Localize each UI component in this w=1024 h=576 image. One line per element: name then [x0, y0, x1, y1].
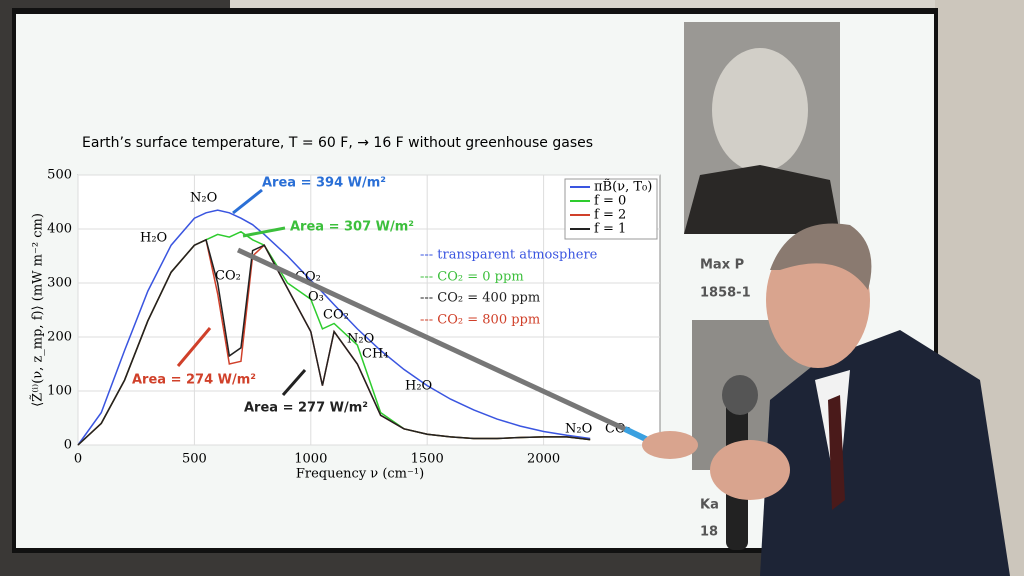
legend-label: f = 2 [594, 208, 626, 223]
molecule-label: N₂O [190, 191, 217, 206]
molecule-label: O₃ [308, 290, 324, 305]
presenter-tie [828, 395, 845, 510]
portrait-years: 1858-1 [700, 286, 751, 301]
x-tick-label: 1000 [294, 452, 327, 467]
y-tick-label: 300 [47, 276, 72, 291]
presenter-hand [642, 431, 698, 459]
x-axis-label: Frequency ν (cm⁻¹) [296, 467, 424, 482]
portrait-years: 18 [700, 525, 718, 540]
y-axis-label: ⟨Z̃⁽ⁱ⁾(ν, z_mp, f)⟩ (mW m⁻² cm) [29, 213, 45, 407]
molecule-label: H₂O [405, 379, 432, 394]
note: --- CO₂ = 400 ppm [420, 291, 540, 306]
series-line [77, 209, 591, 446]
molecule-label: CO₂ [323, 308, 349, 323]
legend-label: f = 1 [594, 222, 626, 237]
pointer [236, 247, 642, 439]
legend-label: πB̃(ν, T₀) [594, 178, 652, 194]
y-tick-label: 0 [64, 438, 72, 453]
molecule-label: N₂O [565, 422, 592, 437]
portrait-name: Ka [700, 498, 719, 513]
y-tick-label: 100 [47, 384, 72, 399]
molecule-label: CH₄ [362, 347, 389, 362]
annotation: Area = 307 W/m² [290, 220, 414, 235]
arrow [281, 369, 307, 396]
molecule-label: H₂O [140, 231, 167, 246]
presenter-hair [770, 223, 872, 290]
portrait-coat [684, 165, 840, 234]
x-tick-label: 0 [74, 452, 82, 467]
y-tick-label: 200 [47, 330, 72, 345]
portrait-name: Max P [700, 258, 744, 273]
series-line [77, 238, 591, 446]
arrow [176, 327, 212, 367]
note: --- CO₂ = 0 ppm [420, 270, 524, 285]
chart-title: Earth’s surface temperature, T = 60 F, →… [82, 135, 593, 151]
annotation: Area = 274 W/m² [132, 373, 256, 388]
presenter-hand [710, 440, 790, 500]
portrait-face [712, 48, 808, 172]
molecule-label: CO₂ [215, 269, 241, 284]
x-tick-label: 1500 [411, 452, 444, 467]
legend-label: f = 0 [594, 194, 626, 209]
molecule-label: N₂O [347, 332, 374, 347]
x-tick-label: 2000 [527, 452, 560, 467]
note: --- transparent atmosphere [420, 248, 598, 263]
arrow [242, 226, 286, 238]
microphone-head [722, 375, 758, 415]
y-tick-label: 400 [47, 222, 72, 237]
y-tick-label: 500 [47, 168, 72, 183]
note: --- CO₂ = 800 ppm [420, 313, 540, 328]
annotation: Area = 394 W/m² [262, 176, 386, 191]
plot: 0 100 200 300 400 500 0 500 1000 1500 2000 [47, 168, 660, 467]
legend: πB̃(ν, T₀)f = 0f = 2f = 1 [564, 178, 658, 240]
x-tick-label: 500 [182, 452, 207, 467]
annotation: Area = 277 W/m² [244, 401, 368, 416]
arrow [232, 188, 263, 215]
